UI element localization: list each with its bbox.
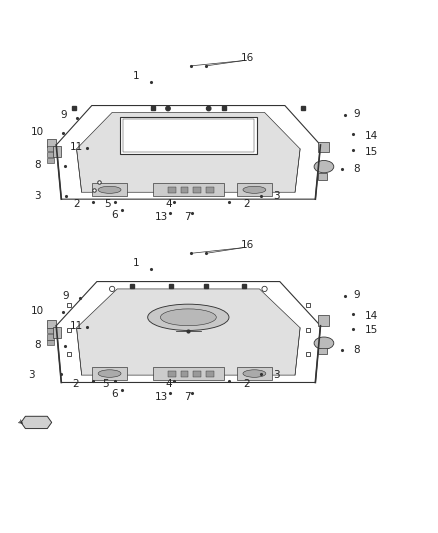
Bar	[206, 187, 214, 193]
Bar	[46, 340, 54, 345]
Text: 13: 13	[155, 213, 168, 222]
Bar	[237, 183, 272, 196]
Text: 3: 3	[28, 370, 35, 380]
Polygon shape	[21, 416, 52, 429]
Bar	[181, 371, 188, 377]
Text: 3: 3	[273, 191, 280, 201]
Bar	[168, 371, 176, 377]
Bar	[194, 371, 201, 377]
Ellipse shape	[98, 370, 121, 377]
Bar	[318, 142, 329, 152]
Text: 5: 5	[102, 379, 110, 389]
Bar	[237, 367, 272, 381]
Text: 7: 7	[184, 213, 191, 222]
Ellipse shape	[160, 309, 216, 326]
Text: 9: 9	[62, 291, 69, 301]
Text: 11: 11	[70, 321, 83, 330]
Bar	[53, 146, 60, 157]
Text: 16: 16	[241, 240, 254, 251]
Text: 2: 2	[243, 379, 250, 389]
Text: 15: 15	[365, 147, 378, 157]
Text: 3: 3	[273, 370, 280, 380]
Bar	[318, 315, 329, 326]
Text: 10: 10	[31, 127, 44, 136]
Bar	[123, 119, 254, 152]
Ellipse shape	[148, 304, 229, 330]
Ellipse shape	[243, 370, 266, 377]
Text: 13: 13	[155, 392, 168, 402]
Bar	[92, 367, 127, 381]
Circle shape	[206, 106, 211, 111]
Text: 8: 8	[353, 164, 360, 174]
Text: 1: 1	[132, 258, 139, 268]
Bar	[181, 187, 188, 193]
Polygon shape	[77, 289, 300, 375]
Text: 2: 2	[243, 199, 250, 209]
Text: 6: 6	[111, 390, 118, 399]
Bar	[46, 328, 54, 333]
Text: 1: 1	[132, 71, 139, 81]
Text: 2: 2	[72, 379, 79, 389]
Text: 8: 8	[34, 341, 41, 350]
Bar	[92, 183, 127, 196]
Bar	[47, 139, 56, 147]
Text: 9: 9	[353, 290, 360, 300]
Bar	[194, 187, 201, 193]
Text: 8: 8	[353, 345, 360, 355]
Text: 2: 2	[73, 199, 80, 209]
Text: 10: 10	[31, 306, 44, 316]
Text: 3: 3	[34, 191, 41, 201]
Ellipse shape	[243, 186, 266, 193]
Ellipse shape	[314, 160, 334, 173]
Bar	[206, 371, 214, 377]
Bar	[47, 320, 56, 328]
Text: 7: 7	[184, 392, 191, 402]
Bar	[46, 152, 54, 157]
Text: 4: 4	[165, 199, 172, 209]
Polygon shape	[77, 112, 300, 192]
Bar	[318, 348, 327, 354]
Bar	[153, 367, 224, 381]
Text: 4: 4	[165, 379, 172, 389]
Text: 5: 5	[104, 199, 111, 209]
Bar	[120, 117, 257, 154]
Text: 9: 9	[353, 109, 360, 119]
Text: 11: 11	[70, 142, 83, 152]
Circle shape	[166, 106, 170, 111]
Text: 9: 9	[60, 110, 67, 120]
Text: 14: 14	[365, 311, 378, 320]
Ellipse shape	[314, 337, 334, 349]
Bar	[46, 334, 54, 340]
Text: 8: 8	[34, 160, 41, 170]
Text: 15: 15	[365, 325, 378, 335]
Bar	[168, 187, 176, 193]
Bar	[46, 158, 54, 163]
Text: 16: 16	[241, 53, 254, 63]
Bar	[46, 146, 54, 151]
Text: 6: 6	[111, 210, 118, 220]
Bar	[318, 173, 327, 180]
Ellipse shape	[98, 186, 121, 193]
Text: 14: 14	[365, 131, 378, 141]
Bar	[153, 183, 224, 196]
Bar	[53, 327, 60, 338]
